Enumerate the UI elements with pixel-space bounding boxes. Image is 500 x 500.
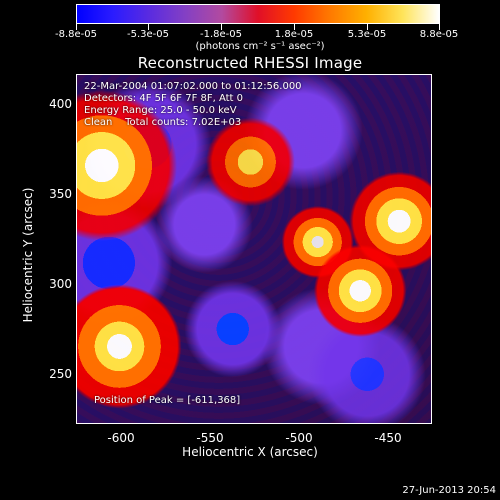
colorbar-label: 5.3e-05 xyxy=(347,29,387,40)
colorbar-label: 1.8e-05 xyxy=(274,29,314,40)
overlay-line-2: Detectors: 4F 5F 6F 7F 8F, Att 0 xyxy=(84,93,244,104)
x-axis-tick-label: -450 xyxy=(374,431,402,445)
x-axis-tick-label: -500 xyxy=(285,431,313,445)
colorbar-tick xyxy=(367,24,368,30)
colorbar-tick xyxy=(294,24,295,30)
overlay-line-4: Clean Total counts: 7.02E+03 xyxy=(84,117,242,128)
colorbar-label: -1.8e-05 xyxy=(200,29,242,40)
heatmap-image xyxy=(77,75,431,423)
plot-title: Reconstructed RHESSI Image xyxy=(137,54,363,72)
x-axis-label: Heliocentric X (arcsec) xyxy=(182,445,318,459)
colorbar-label: 8.8e-05 xyxy=(419,29,459,40)
colorbar-tick xyxy=(439,24,440,30)
rhessi-image-plot: 22-Mar-2004 01:07:02.000 to 01:12:56.000… xyxy=(76,74,432,424)
y-axis-tick-label: 300 xyxy=(49,277,72,291)
y-axis-label: Heliocentric Y (arcsec) xyxy=(21,187,35,323)
overlay-line-1: 22-Mar-2004 01:07:02.000 to 01:12:56.000 xyxy=(84,81,302,92)
x-axis-tick-label: -600 xyxy=(107,431,135,445)
plot-metadata-overlay: 22-Mar-2004 01:07:02.000 to 01:12:56.000… xyxy=(84,81,302,129)
colorbar-units: (photons cm⁻² s⁻¹ asec⁻²) xyxy=(195,41,325,52)
colorbar xyxy=(76,4,440,24)
y-axis-tick-label: 250 xyxy=(49,367,72,381)
render-timestamp: 27-Jun-2013 20:54 xyxy=(402,485,496,496)
colorbar-gradient xyxy=(76,4,440,24)
y-axis-tick-label: 400 xyxy=(49,97,72,111)
colorbar-ticks xyxy=(76,24,440,30)
colorbar-labels: -8.8e-05 -5.3e-05 -1.8e-05 1.8e-05 5.3e-… xyxy=(32,28,468,42)
colorbar-tick xyxy=(221,24,222,30)
colorbar-tick xyxy=(76,24,77,30)
y-axis-tick-label: 350 xyxy=(49,187,72,201)
x-axis-tick-label: -550 xyxy=(196,431,224,445)
overlay-line-3: Energy Range: 25.0 - 50.0 keV xyxy=(84,105,237,116)
peak-position-text: Position of Peak = [-611,368] xyxy=(94,395,241,406)
colorbar-tick xyxy=(148,24,149,30)
colorbar-label: -5.3e-05 xyxy=(127,29,169,40)
colorbar-label: -8.8e-05 xyxy=(55,29,97,40)
